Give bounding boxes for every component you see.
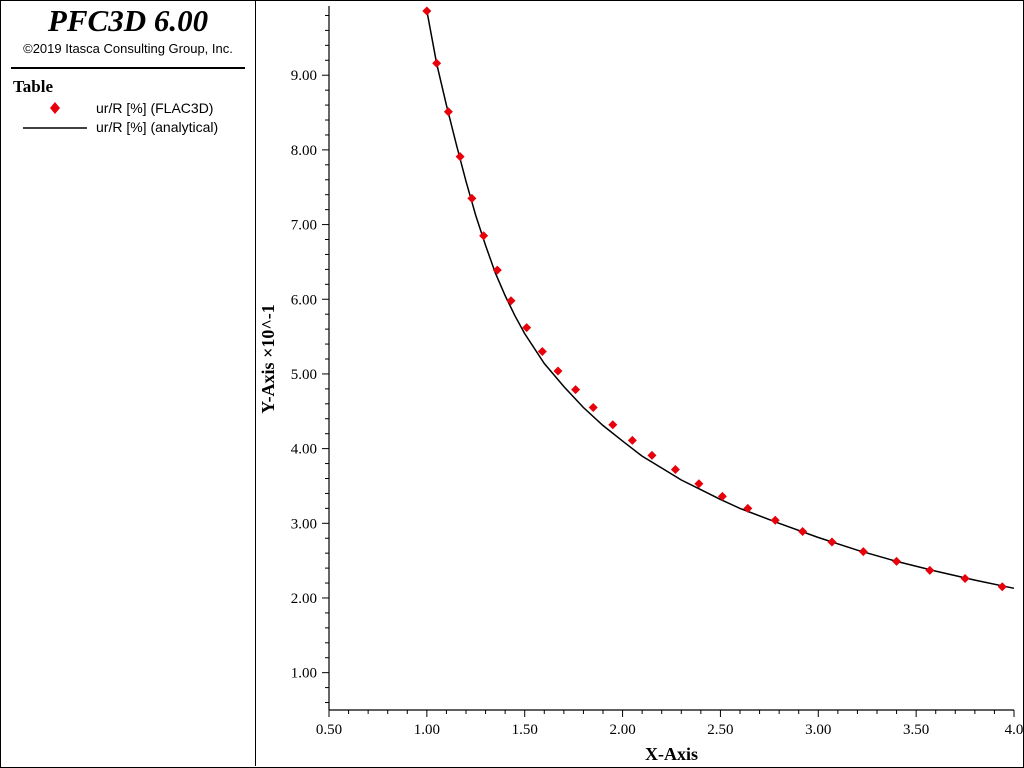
- legend-item-label: ur/R [%] (analytical): [96, 119, 219, 135]
- data-point-flac3d: [608, 420, 618, 430]
- legend-title: Table: [13, 77, 54, 96]
- line-icon: [23, 127, 87, 129]
- y-tick-label: 3.00: [291, 516, 317, 532]
- copyright-text: ©2019 Itasca Consulting Group, Inc.: [23, 41, 233, 56]
- data-point-flac3d: [770, 515, 780, 525]
- data-point-flac3d: [571, 385, 581, 395]
- data-point-flac3d: [492, 265, 502, 275]
- data-point-flac3d: [553, 366, 563, 376]
- data-point-flac3d: [443, 107, 453, 117]
- chart-svg: 0.50 1.00 1.50 2.00 2.50 3.00 3.50 4.0 1.00 2.00 3…: [258, 6, 1023, 764]
- data-point-flac3d: [827, 537, 837, 547]
- x-tick-label: 1.00: [414, 722, 440, 738]
- x-tick-label: 3.00: [805, 722, 831, 738]
- y-tick-label: 2.00: [291, 591, 317, 607]
- data-point-flac3d: [743, 503, 753, 513]
- data-point-flac3d: [467, 193, 477, 203]
- data-point-flac3d: [422, 6, 432, 16]
- data-point-flac3d: [522, 323, 532, 333]
- data-point-flac3d: [670, 465, 680, 475]
- y-tick-label: 9.00: [291, 68, 317, 84]
- data-point-flac3d: [960, 574, 970, 584]
- x-tick-label: 3.50: [903, 722, 929, 738]
- y-tick-label: 5.00: [291, 367, 317, 383]
- x-tick-label: 0.50: [316, 722, 342, 738]
- legend-panel: PFC3D 6.00 ©2019 Itasca Consulting Group…: [1, 1, 256, 766]
- data-point-flac3d: [506, 296, 516, 306]
- diamond-icon: [50, 102, 60, 114]
- data-point-flac3d: [717, 491, 727, 501]
- y-axis-label: Y-Axis ×10^-1: [258, 304, 278, 414]
- divider: [11, 67, 245, 69]
- data-point-flac3d: [858, 547, 868, 557]
- data-point-flac3d: [997, 582, 1007, 592]
- y-tick-label: 8.00: [291, 143, 317, 159]
- data-point-flac3d: [925, 565, 935, 575]
- y-tick-label: 7.00: [291, 218, 317, 234]
- x-tick-label: 2.00: [609, 722, 635, 738]
- x-tick-label: 4.0: [1005, 722, 1023, 738]
- legend-item-label: ur/R [%] (FLAC3D): [96, 100, 214, 116]
- x-tick-label: 2.50: [707, 722, 733, 738]
- plot-area: 0.50 1.00 1.50 2.00 2.50 3.00 3.50 4.0 1.00 2.00 3…: [256, 0, 1023, 767]
- legend-item-analytical: ur/R [%] (analytical): [23, 118, 248, 136]
- data-point-flac3d: [537, 347, 547, 357]
- series-line-analytical: [426, 10, 1015, 590]
- data-point-flac3d: [892, 556, 902, 566]
- data-point-flac3d: [647, 450, 657, 460]
- y-tick-label: 4.00: [291, 442, 317, 458]
- data-point-flac3d: [588, 403, 598, 413]
- y-tick-label: 1.00: [291, 666, 317, 682]
- x-tick-label: 1.50: [512, 722, 538, 738]
- data-point-flac3d: [798, 527, 808, 537]
- data-point-flac3d: [432, 58, 442, 68]
- y-tick-label: 6.00: [291, 292, 317, 308]
- data-point-flac3d: [455, 152, 465, 162]
- data-point-flac3d: [479, 231, 489, 241]
- data-point-flac3d: [627, 435, 637, 445]
- app-title: PFC3D 6.00: [47, 3, 209, 38]
- data-point-flac3d: [694, 479, 704, 489]
- legend-item-flac3d: ur/R [%] (FLAC3D): [23, 99, 248, 117]
- x-axis-label: X-Axis: [645, 744, 698, 764]
